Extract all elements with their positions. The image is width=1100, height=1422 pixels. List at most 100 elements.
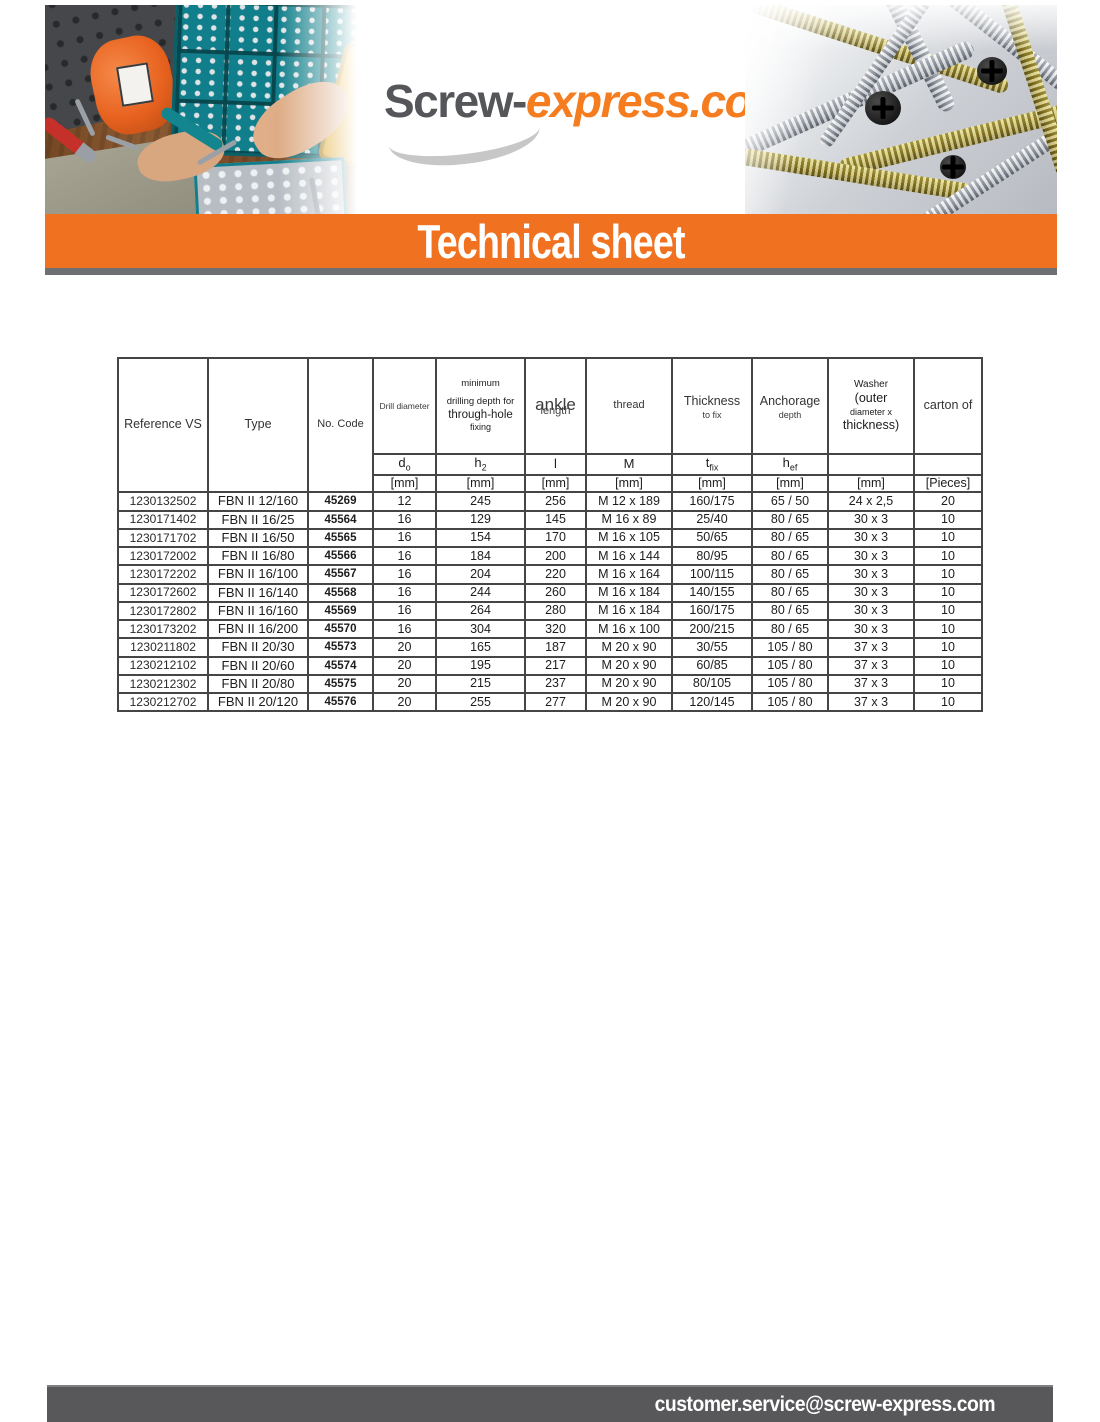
table-row: 1230173202 FBN II 16/200 45570 16 304 320 M 16… (117, 619, 983, 640)
table-cell: 37 x 3 (827, 655, 915, 676)
table-cell: 10 (913, 527, 983, 549)
table-row: 1230171702 FBN II 16/50 45565 16 154 170 M 16 … (117, 527, 983, 549)
table-cell: 1230172202 (117, 564, 209, 585)
table-cell: 105 / 80 (751, 692, 829, 713)
table-cell: 1230212102 (117, 655, 209, 676)
table-cell: 10 (913, 692, 983, 713)
table-cell: 45269 (307, 491, 374, 512)
table-cell: 30 x 3 (827, 619, 915, 640)
table-cell: 16 (372, 527, 437, 549)
table-cell: 37 x 3 (827, 692, 915, 713)
table-cell: 200/215 (671, 619, 753, 640)
photo-fade (45, 5, 360, 214)
table-cell: 1230172602 (117, 582, 209, 603)
table-cell: 16 (372, 600, 437, 622)
table-cell: 105 / 80 (751, 673, 829, 695)
table-cell: FBN II 16/50 (207, 527, 309, 549)
table-cell: 24 x 2,5 (827, 491, 915, 512)
table-cell: FBN II 20/80 (207, 673, 309, 695)
table-cell: 320 (524, 619, 587, 640)
table-cell: 195 (435, 655, 526, 676)
table-cell: M 12 x 189 (585, 491, 673, 512)
table-cell: 20 (913, 491, 983, 512)
table-row: 1230172802 FBN II 16/160 45569 16 264 280 M 16… (117, 600, 983, 622)
header-row-descriptions: Reference VS Type No. Code Drill diamete… (117, 356, 983, 494)
table-row: 1230172002 FBN II 16/80 45566 16 184 200 M 16 … (117, 546, 983, 567)
table-cell: 30 x 3 (827, 546, 915, 567)
table-cell: 30/55 (671, 637, 753, 658)
table-cell: M 16 x 100 (585, 619, 673, 640)
table-cell: 277 (524, 692, 587, 713)
table-cell: FBN II 20/30 (207, 637, 309, 658)
table-cell: 184 (435, 546, 526, 567)
table-cell: 16 (372, 509, 437, 530)
table-cell: 256 (524, 491, 587, 512)
table-cell: M 16 x 144 (585, 546, 673, 567)
table-cell: 1230171702 (117, 527, 209, 549)
footer-bar: customer.service@screw-express.com (47, 1385, 1053, 1422)
table-cell: 100/115 (671, 564, 753, 585)
table-row: 1230212702 FBN II 20/120 45576 20 255 277 M 20… (117, 692, 983, 713)
symbol-anchorage: hef (751, 453, 829, 476)
table-cell: 204 (435, 564, 526, 585)
table-cell: 80/105 (671, 673, 753, 695)
title-banner: Technical sheet (45, 214, 1057, 268)
table-cell: 10 (913, 619, 983, 640)
header-row-symbols: do h2 l M tfix hef (118, 453, 983, 476)
photo-fade (745, 5, 1057, 214)
table-cell: 80 / 65 (751, 582, 829, 603)
table-cell: 20 (372, 692, 437, 713)
table-cell: 45565 (307, 527, 374, 549)
table-cell: 45570 (307, 619, 374, 640)
table-cell: 20 (372, 673, 437, 695)
table-cell: FBN II 16/140 (207, 582, 309, 603)
table-cell: 80 / 65 (751, 527, 829, 549)
workbench-photo (45, 5, 360, 214)
table-cell: FBN II 16/25 (207, 509, 309, 530)
table-cell: M 20 x 90 (585, 637, 673, 658)
table-cell: 160/175 (671, 600, 753, 622)
table-cell: 16 (372, 619, 437, 640)
table-cell: 215 (435, 673, 526, 695)
table-cell: 244 (435, 582, 526, 603)
table-cell: M 20 x 90 (585, 673, 673, 695)
table-cell: 1230172802 (117, 600, 209, 622)
table-cell: 80/95 (671, 546, 753, 567)
table-cell: FBN II 20/120 (207, 692, 309, 713)
table-cell: M 16 x 89 (585, 509, 673, 530)
col-header-carton: carton of (913, 357, 983, 455)
table-row: 1230211802 FBN II 20/30 45573 20 165 187 M 20 … (117, 637, 983, 658)
table-row: 1230172202 FBN II 16/100 45567 16 204 220 M 16… (117, 564, 983, 585)
col-header-code: No. Code (307, 356, 374, 494)
table-cell: 105 / 80 (751, 637, 829, 658)
col-header-ankle-length: ankle length (524, 357, 587, 455)
unit-cell-pieces: [Pieces] (913, 473, 983, 494)
table-cell: 45574 (307, 655, 374, 676)
table-row: 1230171402 FBN II 16/25 45564 16 129 145 M 16 … (117, 509, 983, 530)
table-cell: 80 / 65 (751, 564, 829, 585)
table-cell: 25/40 (671, 509, 753, 530)
table-cell: 80 / 65 (751, 546, 829, 567)
table-cell: 170 (524, 527, 587, 549)
screws-pile-photo (745, 5, 1057, 214)
table-row: 1230212102 FBN II 20/60 45574 20 195 217 M 20 … (117, 655, 983, 676)
unit-cell: [mm] (827, 473, 915, 494)
col-header-drill-diameter: Drill diameter (372, 357, 437, 455)
table-cell: 45566 (307, 546, 374, 567)
col-header-min-depth: minimum drilling depth for through-hole … (435, 357, 526, 455)
table-cell: FBN II 16/200 (207, 619, 309, 640)
table-cell: 140/155 (671, 582, 753, 603)
table-cell: 200 (524, 546, 587, 567)
unit-cell: [mm] (372, 473, 437, 494)
table-cell: 60/85 (671, 655, 753, 676)
table-cell: 10 (913, 546, 983, 567)
table-cell: 304 (435, 619, 526, 640)
table-cell: FBN II 16/160 (207, 600, 309, 622)
table-cell: 45568 (307, 582, 374, 603)
table-cell: 187 (524, 637, 587, 658)
table-cell: 237 (524, 673, 587, 695)
unit-cell: [mm] (524, 473, 587, 494)
header-row-units: [mm] [mm] [mm] [mm] [mm] [mm] [mm] [Piec… (118, 473, 983, 494)
table-row: 1230132502 FBN II 12/160 45269 12 245 256 M 12… (117, 491, 983, 512)
unit-cell: [mm] (435, 473, 526, 494)
